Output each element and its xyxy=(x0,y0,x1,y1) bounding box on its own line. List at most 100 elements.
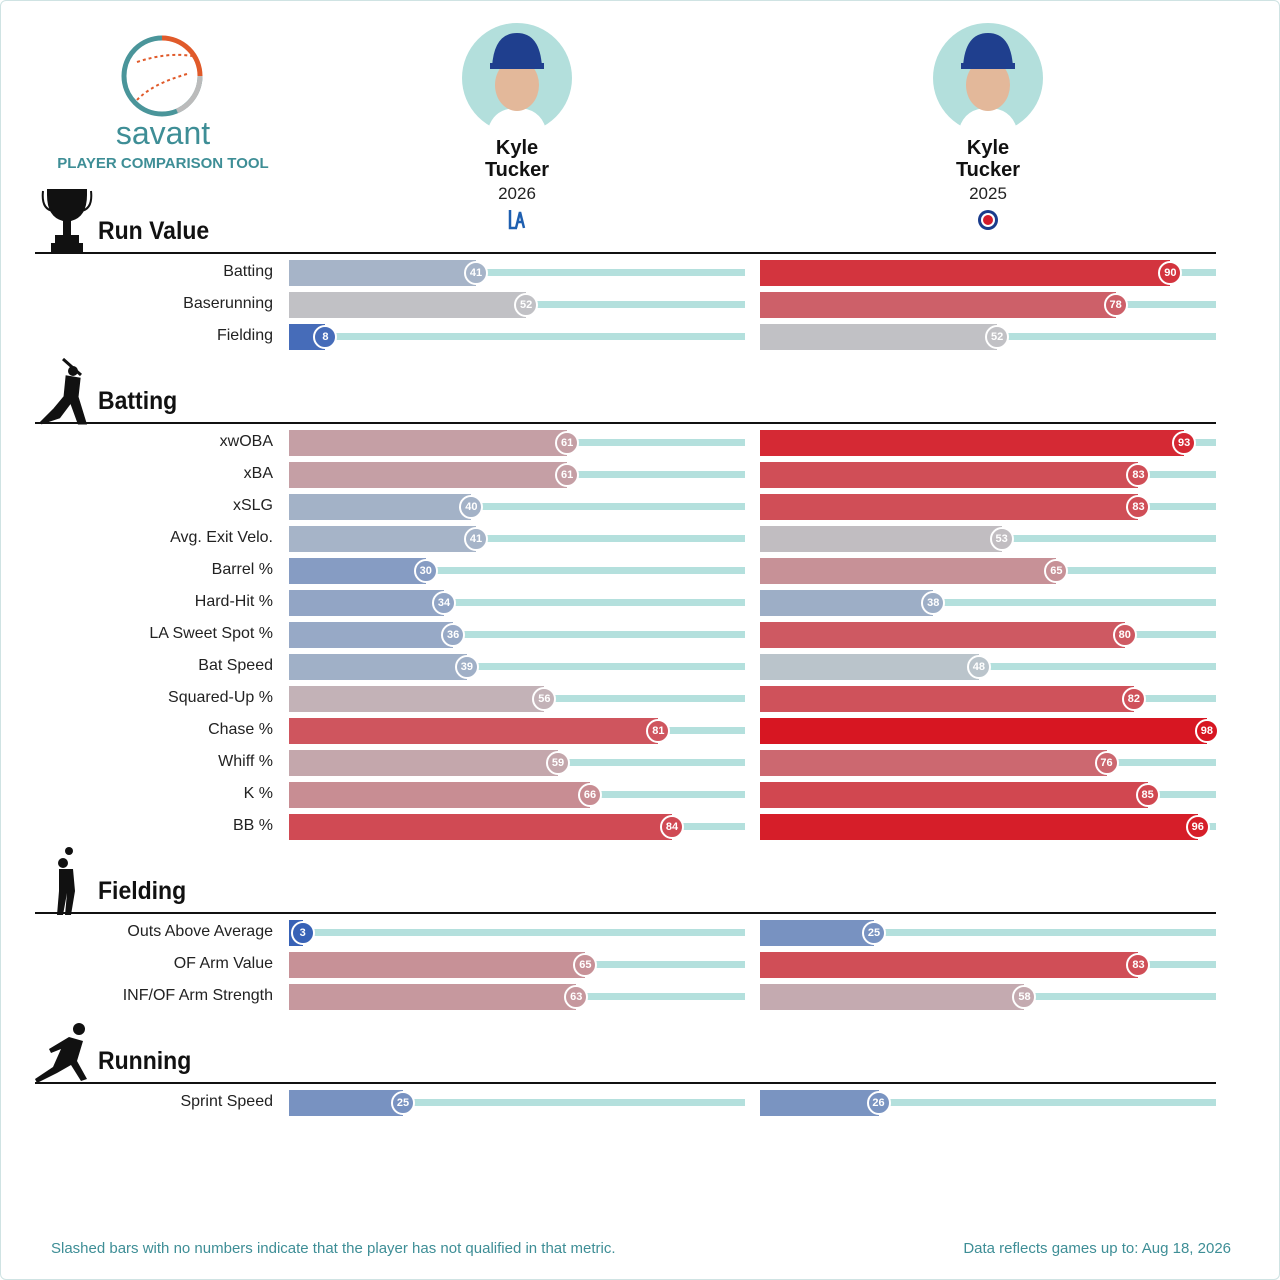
metric-label: xwOBA xyxy=(219,433,273,450)
percentile-dot: 25 xyxy=(862,921,886,945)
percentile-bar xyxy=(289,292,527,318)
percentile-bar xyxy=(289,622,454,648)
percentile-bar xyxy=(760,782,1148,808)
percentile-bar xyxy=(760,1090,879,1116)
track xyxy=(289,631,745,638)
percentile-dot: 56 xyxy=(532,687,557,711)
percentile-bar xyxy=(760,526,1002,552)
percentile-dot: 82 xyxy=(1121,687,1146,711)
metric-label: xSLG xyxy=(232,497,273,514)
percentile-dot: 85 xyxy=(1135,783,1160,807)
percentile-bar xyxy=(289,654,467,680)
percentile-dot: 90 xyxy=(1158,261,1183,285)
metric-label: Hard-Hit % xyxy=(194,593,273,610)
percentile-bar xyxy=(289,984,577,1010)
percentile-bar xyxy=(289,952,586,978)
percentile-dot: 39 xyxy=(454,655,479,679)
section-title: Run Value xyxy=(98,217,210,245)
percentile-bar xyxy=(760,260,1171,286)
player-season: 2025 xyxy=(969,184,1007,203)
track xyxy=(289,1099,745,1106)
player-season: 2026 xyxy=(498,184,536,203)
percentile-bar xyxy=(289,750,559,776)
percentile-dot: 30 xyxy=(413,559,438,583)
metric-label: Squared-Up % xyxy=(168,689,273,706)
percentile-bar xyxy=(760,654,979,680)
percentile-bar xyxy=(760,324,998,350)
percentile-dot: 83 xyxy=(1126,495,1151,519)
percentile-dot: 96 xyxy=(1185,815,1210,839)
batter-icon xyxy=(39,357,88,425)
section-rule xyxy=(35,1082,1216,1084)
track xyxy=(289,663,745,670)
percentile-bar xyxy=(760,558,1057,584)
percentile-dot: 66 xyxy=(577,783,602,807)
percentile-dot: 52 xyxy=(514,293,539,317)
percentile-dot: 65 xyxy=(1044,559,1069,583)
headshot xyxy=(462,23,572,133)
metric-label: Chase % xyxy=(208,721,273,738)
metric-label: Barrel % xyxy=(211,561,273,578)
track xyxy=(289,535,745,542)
track xyxy=(289,269,745,276)
player-name: Kyle Tucker xyxy=(484,137,550,181)
track xyxy=(289,333,745,340)
track xyxy=(289,503,745,510)
footer-note: Slashed bars with no numbers indicate th… xyxy=(51,1240,616,1257)
metric-label: LA Sweet Spot % xyxy=(149,625,273,642)
headshot xyxy=(933,23,1043,133)
metric-label: INF/OF Arm Strength xyxy=(122,987,273,1004)
track xyxy=(760,929,1216,936)
percentile-bar xyxy=(289,494,472,520)
percentile-dot: 52 xyxy=(985,325,1010,349)
percentile-dot: 61 xyxy=(555,431,580,455)
percentile-dot: 93 xyxy=(1172,431,1197,455)
percentile-bar xyxy=(289,814,673,840)
percentile-dot: 98 xyxy=(1194,719,1219,743)
percentile-dot: 78 xyxy=(1103,293,1128,317)
percentile-bar xyxy=(760,686,1134,712)
percentile-bar xyxy=(760,984,1025,1010)
percentile-bar xyxy=(289,260,476,286)
percentile-dot: 3 xyxy=(290,921,315,945)
metric-label: xBA xyxy=(243,465,273,482)
percentile-dot: 80 xyxy=(1112,623,1137,647)
percentile-bar xyxy=(289,782,590,808)
percentile-bar xyxy=(289,686,545,712)
percentile-dot: 83 xyxy=(1126,953,1151,977)
percentile-dot: 63 xyxy=(564,985,589,1009)
percentile-bar xyxy=(760,292,1116,318)
percentile-bar xyxy=(289,1090,403,1116)
section-title: Batting xyxy=(98,387,178,415)
metric-label: BB % xyxy=(232,817,273,834)
metric-label: Bat Speed xyxy=(198,657,273,674)
section-rule xyxy=(35,422,1216,424)
percentile-bar xyxy=(289,430,568,456)
percentile-bar xyxy=(289,718,659,744)
percentile-dot: 48 xyxy=(966,655,991,679)
percentile-dot: 84 xyxy=(660,815,685,839)
track xyxy=(760,599,1216,606)
percentile-dot: 26 xyxy=(866,1091,891,1115)
section-rule xyxy=(35,912,1216,914)
percentile-bar xyxy=(289,590,445,616)
percentile-bar xyxy=(760,920,874,946)
percentile-bar xyxy=(760,718,1207,744)
percentile-bar xyxy=(760,462,1139,488)
percentile-dot: 83 xyxy=(1126,463,1151,487)
logo-ball xyxy=(121,35,203,117)
logo-text: savant xyxy=(115,115,211,151)
percentile-dot: 25 xyxy=(391,1091,415,1115)
percentile-bar xyxy=(289,462,568,488)
team-logo xyxy=(508,210,526,230)
percentile-dot: 76 xyxy=(1094,751,1119,775)
track xyxy=(289,929,745,936)
percentile-dot: 41 xyxy=(463,261,488,285)
percentile-bar xyxy=(289,558,426,584)
percentile-dot: 53 xyxy=(989,527,1014,551)
track xyxy=(760,1099,1216,1106)
percentile-dot: 59 xyxy=(546,751,571,775)
percentile-bar xyxy=(760,814,1198,840)
section-title: Fielding xyxy=(98,877,187,905)
percentile-bar xyxy=(760,952,1139,978)
